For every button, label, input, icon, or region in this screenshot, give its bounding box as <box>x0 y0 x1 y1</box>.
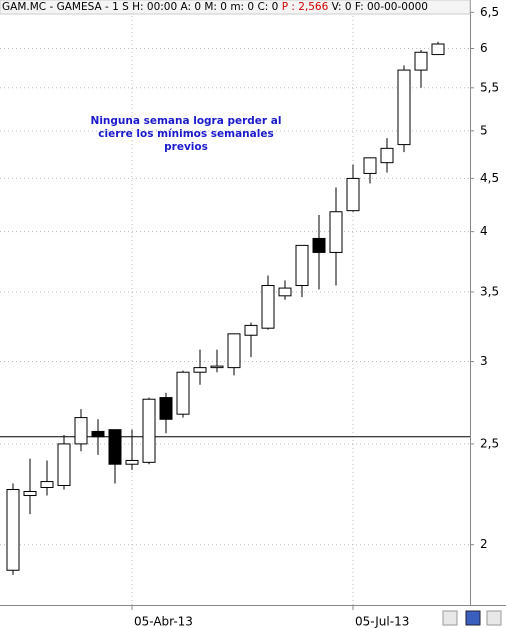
y-tick-label: 6 <box>480 41 488 55</box>
candle-body <box>193 367 207 373</box>
candle-body <box>142 398 156 463</box>
y-tick-label: 4 <box>480 224 488 238</box>
candle-body <box>210 365 224 369</box>
candle-body <box>176 371 190 415</box>
candle-body <box>6 488 20 571</box>
candle-body <box>40 481 54 488</box>
candle-body <box>23 490 37 497</box>
y-tick-label: 5,5 <box>480 80 499 94</box>
annotation: Ninguna semana logra perder al <box>91 115 282 127</box>
candle-body <box>380 147 394 164</box>
button[interactable] <box>442 610 458 626</box>
y-tick-label: 2 <box>480 537 488 551</box>
x-tick-label: 05-Jul-13 <box>355 615 409 628</box>
candle-body <box>108 429 122 465</box>
plot <box>0 0 470 605</box>
header-info: GAM.MC - GAMESA - 1 S H: 00:00 A: 0 M: 0… <box>2 1 278 13</box>
toolbar <box>442 610 502 626</box>
candle-body <box>329 211 343 253</box>
y-tick-label: 4,5 <box>480 171 499 185</box>
y-tick-label: 3 <box>480 354 488 368</box>
candle-body <box>91 430 105 438</box>
candle-body <box>74 417 88 445</box>
candle-body <box>363 157 377 174</box>
candle-body <box>312 237 326 253</box>
save-button[interactable] <box>465 610 481 626</box>
candle-body <box>125 459 139 465</box>
y-tick-label: 6,5 <box>480 5 499 19</box>
candle-body <box>159 397 173 420</box>
y-tick-label: 2,5 <box>480 436 499 450</box>
candle-body <box>414 51 428 71</box>
y-tick-label: 5 <box>480 123 488 137</box>
candle-body <box>244 324 258 336</box>
header: GAM.MC - GAMESA - 1 S H: 00:00 A: 0 M: 0… <box>2 1 428 13</box>
candle-body <box>278 287 292 297</box>
button[interactable] <box>486 610 502 626</box>
candle-body <box>227 333 241 369</box>
header-bar <box>0 0 471 15</box>
x-tick-label: 05-Abr-13 <box>134 615 193 628</box>
candle-body <box>295 244 309 287</box>
candle-body <box>261 285 275 329</box>
header-price: P : 2,566 <box>282 1 329 13</box>
candle-body <box>346 177 360 212</box>
candle-body <box>431 43 445 56</box>
annotation: previos <box>164 141 208 153</box>
y-tick-label: 3,5 <box>480 284 499 298</box>
header-rest: V: 0 F: 00-00-0000 <box>332 1 428 13</box>
candle-body <box>397 69 411 146</box>
candle-body <box>57 443 71 487</box>
annotation: cierre los mínimos semanales <box>98 128 273 140</box>
